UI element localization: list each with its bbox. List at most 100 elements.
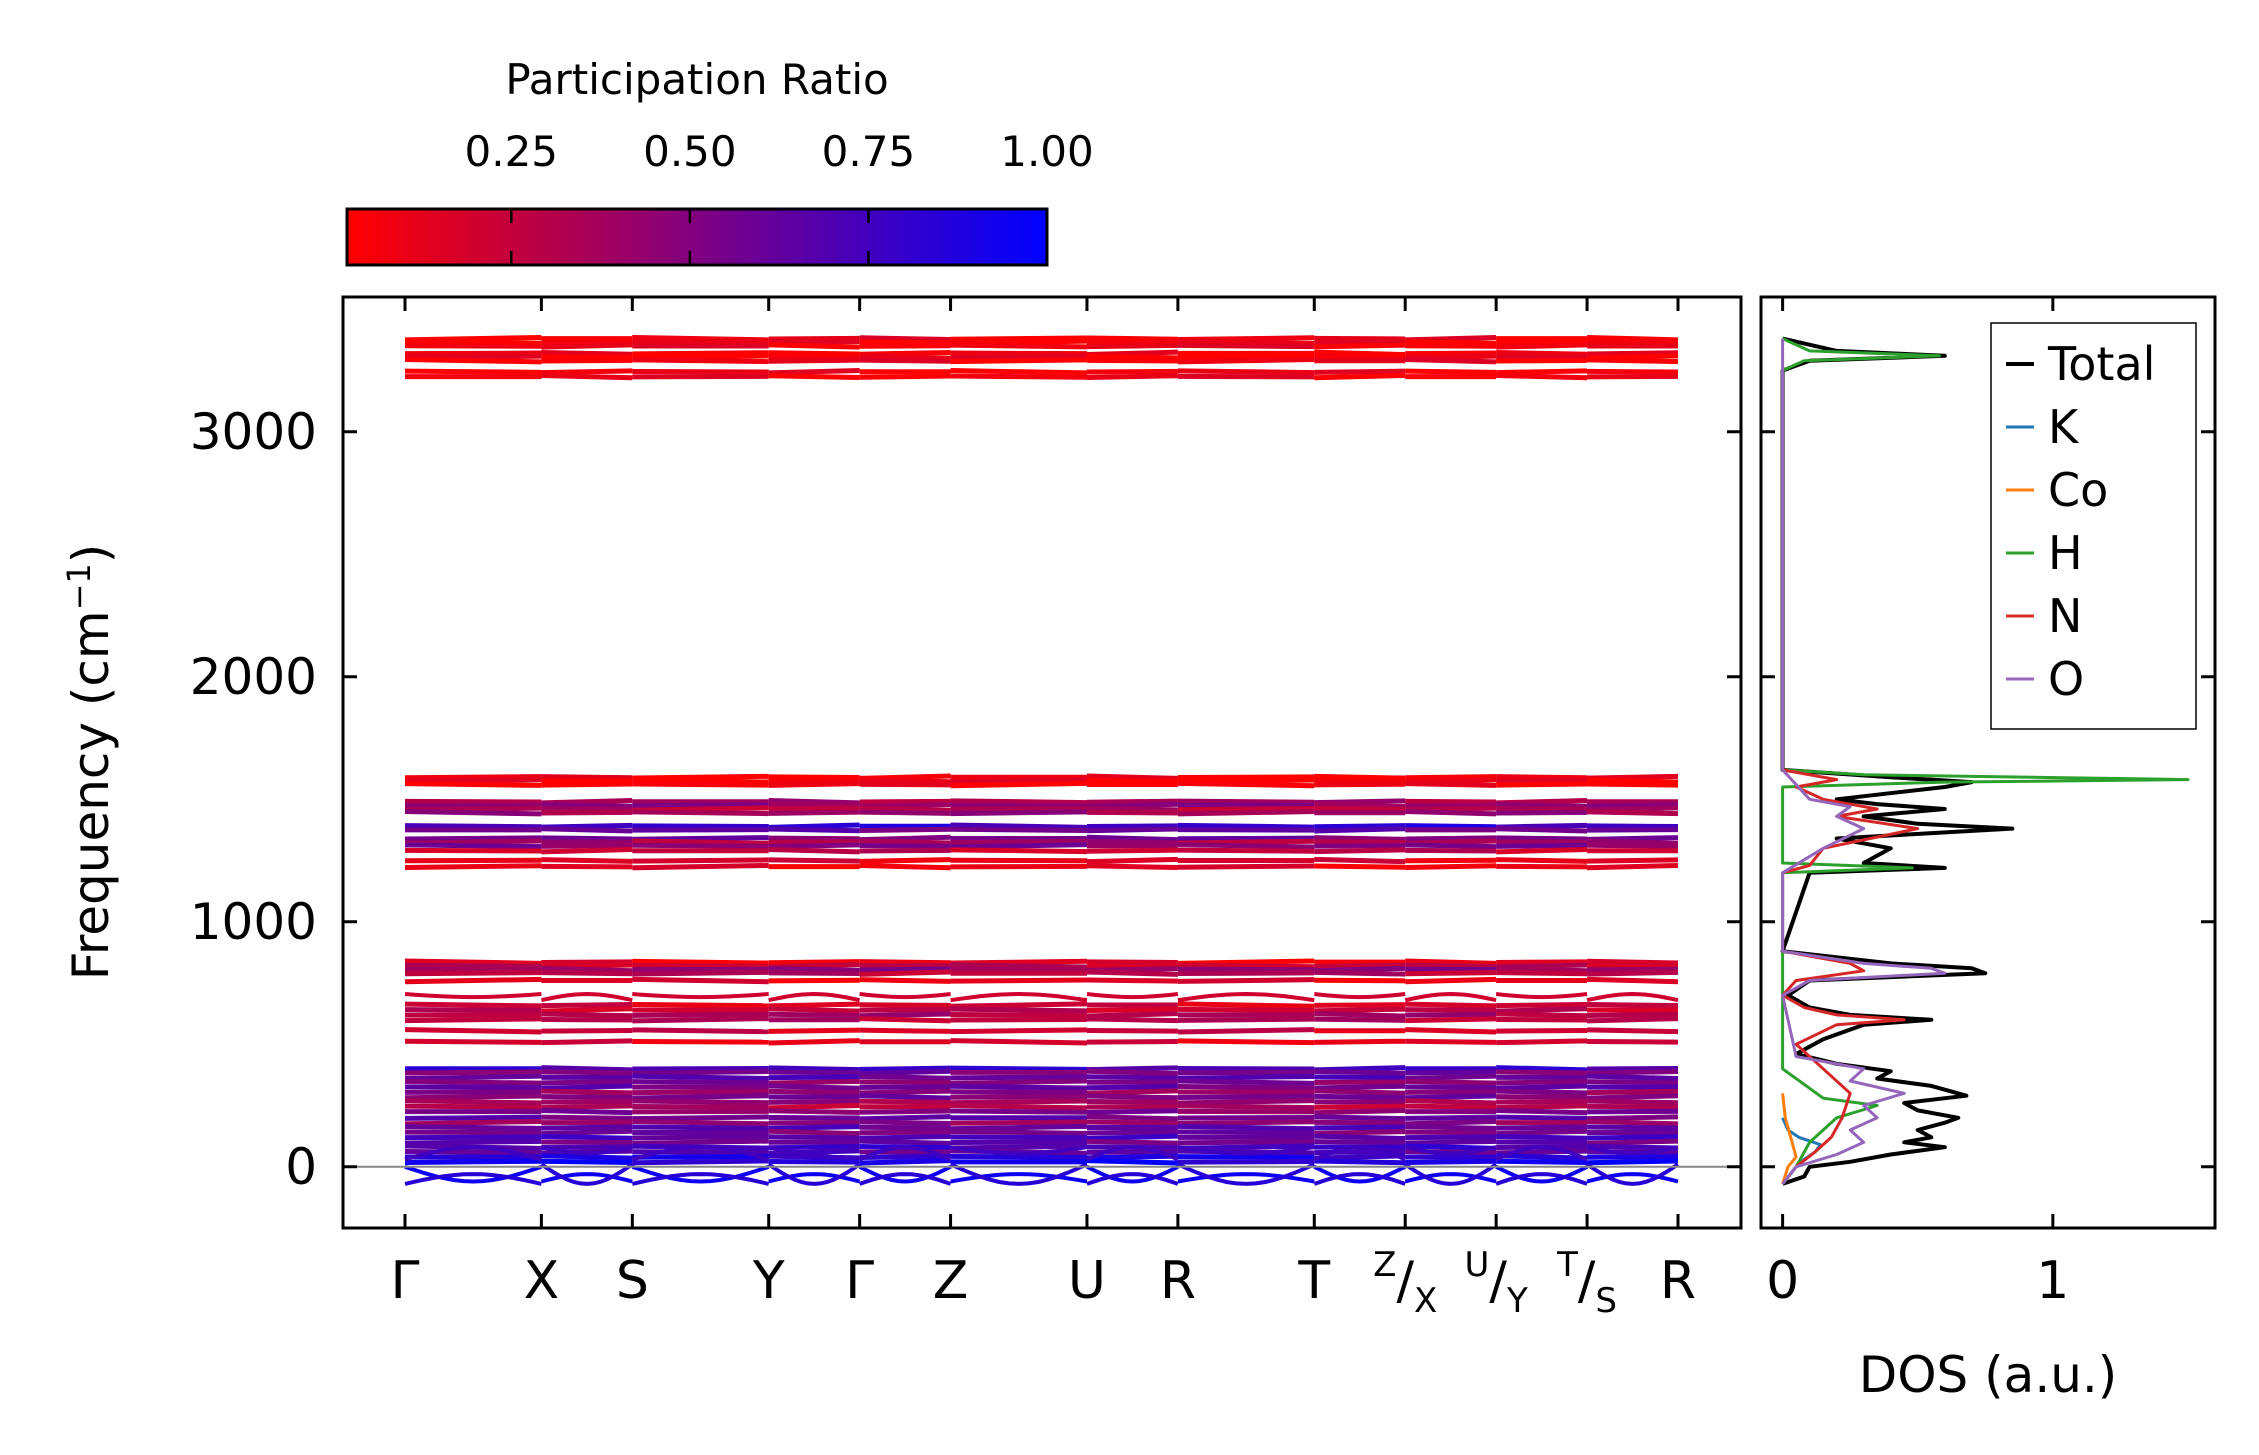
band-segment: [950, 1094, 1087, 1100]
band-segment: [950, 1098, 1087, 1106]
x-axis-label-dos: DOS (a.u.): [1859, 1346, 2118, 1404]
band-segment: [541, 1038, 633, 1046]
band-curve: [1495, 1145, 1588, 1162]
band-segment: [632, 1011, 769, 1018]
band-segment: [950, 1108, 1087, 1115]
band-segment: [859, 1098, 951, 1105]
band-segment: [1177, 1093, 1315, 1101]
band-curve: [950, 991, 1088, 1003]
band-segment: [950, 373, 1087, 380]
band-segment: [950, 1143, 1087, 1151]
band-segment: [1314, 1069, 1406, 1076]
band-segment: [632, 1138, 769, 1146]
dos-axes-frame: [1759, 295, 2217, 1230]
band-segment: [1177, 1065, 1315, 1072]
band-segment: [1587, 350, 1679, 357]
band-segment: [541, 857, 633, 864]
band-segment: [768, 1144, 860, 1151]
band-segment: [859, 1138, 951, 1146]
band-segment: [1177, 1108, 1315, 1115]
band-segment: [404, 863, 542, 871]
band-segment: [1177, 809, 1315, 817]
band-segment: [950, 1134, 1087, 1141]
band-segment: [950, 826, 1087, 833]
band-segment: [1496, 1133, 1588, 1141]
band-segment: [1405, 1027, 1497, 1035]
band-segment: [950, 839, 1087, 846]
band-segment: [404, 1078, 542, 1086]
band-segment: [1496, 1011, 1588, 1019]
band-segment: [1314, 1139, 1406, 1146]
band-curve: [1585, 1162, 1680, 1186]
band-segment: [768, 342, 860, 350]
band-segment: [1405, 1143, 1497, 1151]
band-segment: [768, 1134, 860, 1141]
band-segment: [632, 809, 769, 817]
colorbar-tick-label: 0.50: [643, 127, 737, 176]
band-segment: [404, 976, 542, 985]
band-segment: [1177, 827, 1315, 833]
band-segment: [1496, 801, 1588, 809]
band-segment: [1496, 959, 1588, 965]
band-segment: [950, 368, 1088, 376]
band-curve: [404, 1145, 542, 1162]
band-segment: [1314, 773, 1406, 781]
band-segment: [1405, 1038, 1497, 1045]
band-segment: [768, 1108, 860, 1116]
band-segment: [1086, 1103, 1178, 1110]
band-segment: [859, 857, 951, 864]
band-segment: [1086, 1088, 1178, 1096]
band-curve: [1177, 1172, 1315, 1184]
band-segment: [1405, 970, 1497, 977]
band-curve: [1086, 1165, 1179, 1184]
band-curve: [1177, 1162, 1316, 1186]
band-segment: [1405, 1007, 1497, 1013]
band-segment: [1405, 962, 1497, 969]
band-segment: [541, 1124, 633, 1131]
legend: Total K Co HNO: [1990, 322, 2197, 730]
band-segment: [541, 826, 633, 834]
band-segment: [859, 1007, 951, 1013]
band-segment: [404, 774, 542, 781]
band-segment: [1177, 1139, 1315, 1146]
band-curve: [1313, 1165, 1407, 1184]
band-segment: [632, 842, 769, 849]
band-segment: [404, 343, 542, 349]
band-segment: [404, 1134, 542, 1141]
band-segment: [1314, 863, 1406, 870]
band-segment: [1587, 1124, 1679, 1131]
band-segment: [1405, 350, 1497, 357]
band-segment: [950, 863, 1087, 870]
band-segment: [1314, 1114, 1406, 1122]
band-segment: [632, 958, 769, 966]
band-segment: [859, 798, 951, 805]
band-segment: [404, 798, 542, 805]
band-segment: [859, 343, 951, 349]
band-segment: [1314, 847, 1406, 855]
band-segment: [1496, 1088, 1588, 1096]
kpoint-label-slash: /: [1489, 1251, 1507, 1311]
band-segment: [1314, 1088, 1406, 1096]
band-segment: [1405, 781, 1497, 788]
band-segment: [1086, 1027, 1178, 1034]
band-segment: [541, 1065, 633, 1073]
band-segment: [1496, 342, 1588, 350]
colorbar-tick-label: 0.25: [465, 127, 559, 176]
band-segment: [950, 335, 1087, 342]
band-segment: [404, 835, 542, 842]
band-curve: [768, 1145, 860, 1156]
band-segment: [950, 1123, 1088, 1132]
band-segment: [1587, 781, 1679, 788]
band-segment: [632, 777, 769, 785]
band-segment: [1086, 1099, 1178, 1105]
band-segment: [1496, 1065, 1588, 1073]
band-segment: [950, 806, 1087, 812]
band-segment: [541, 863, 633, 870]
band-segment: [1086, 834, 1178, 843]
band-segment: [1086, 1158, 1178, 1166]
band-segment: [1496, 349, 1588, 357]
band-segment: [1496, 1124, 1588, 1131]
band-segment: [632, 1039, 769, 1045]
band-segment: [541, 835, 633, 842]
